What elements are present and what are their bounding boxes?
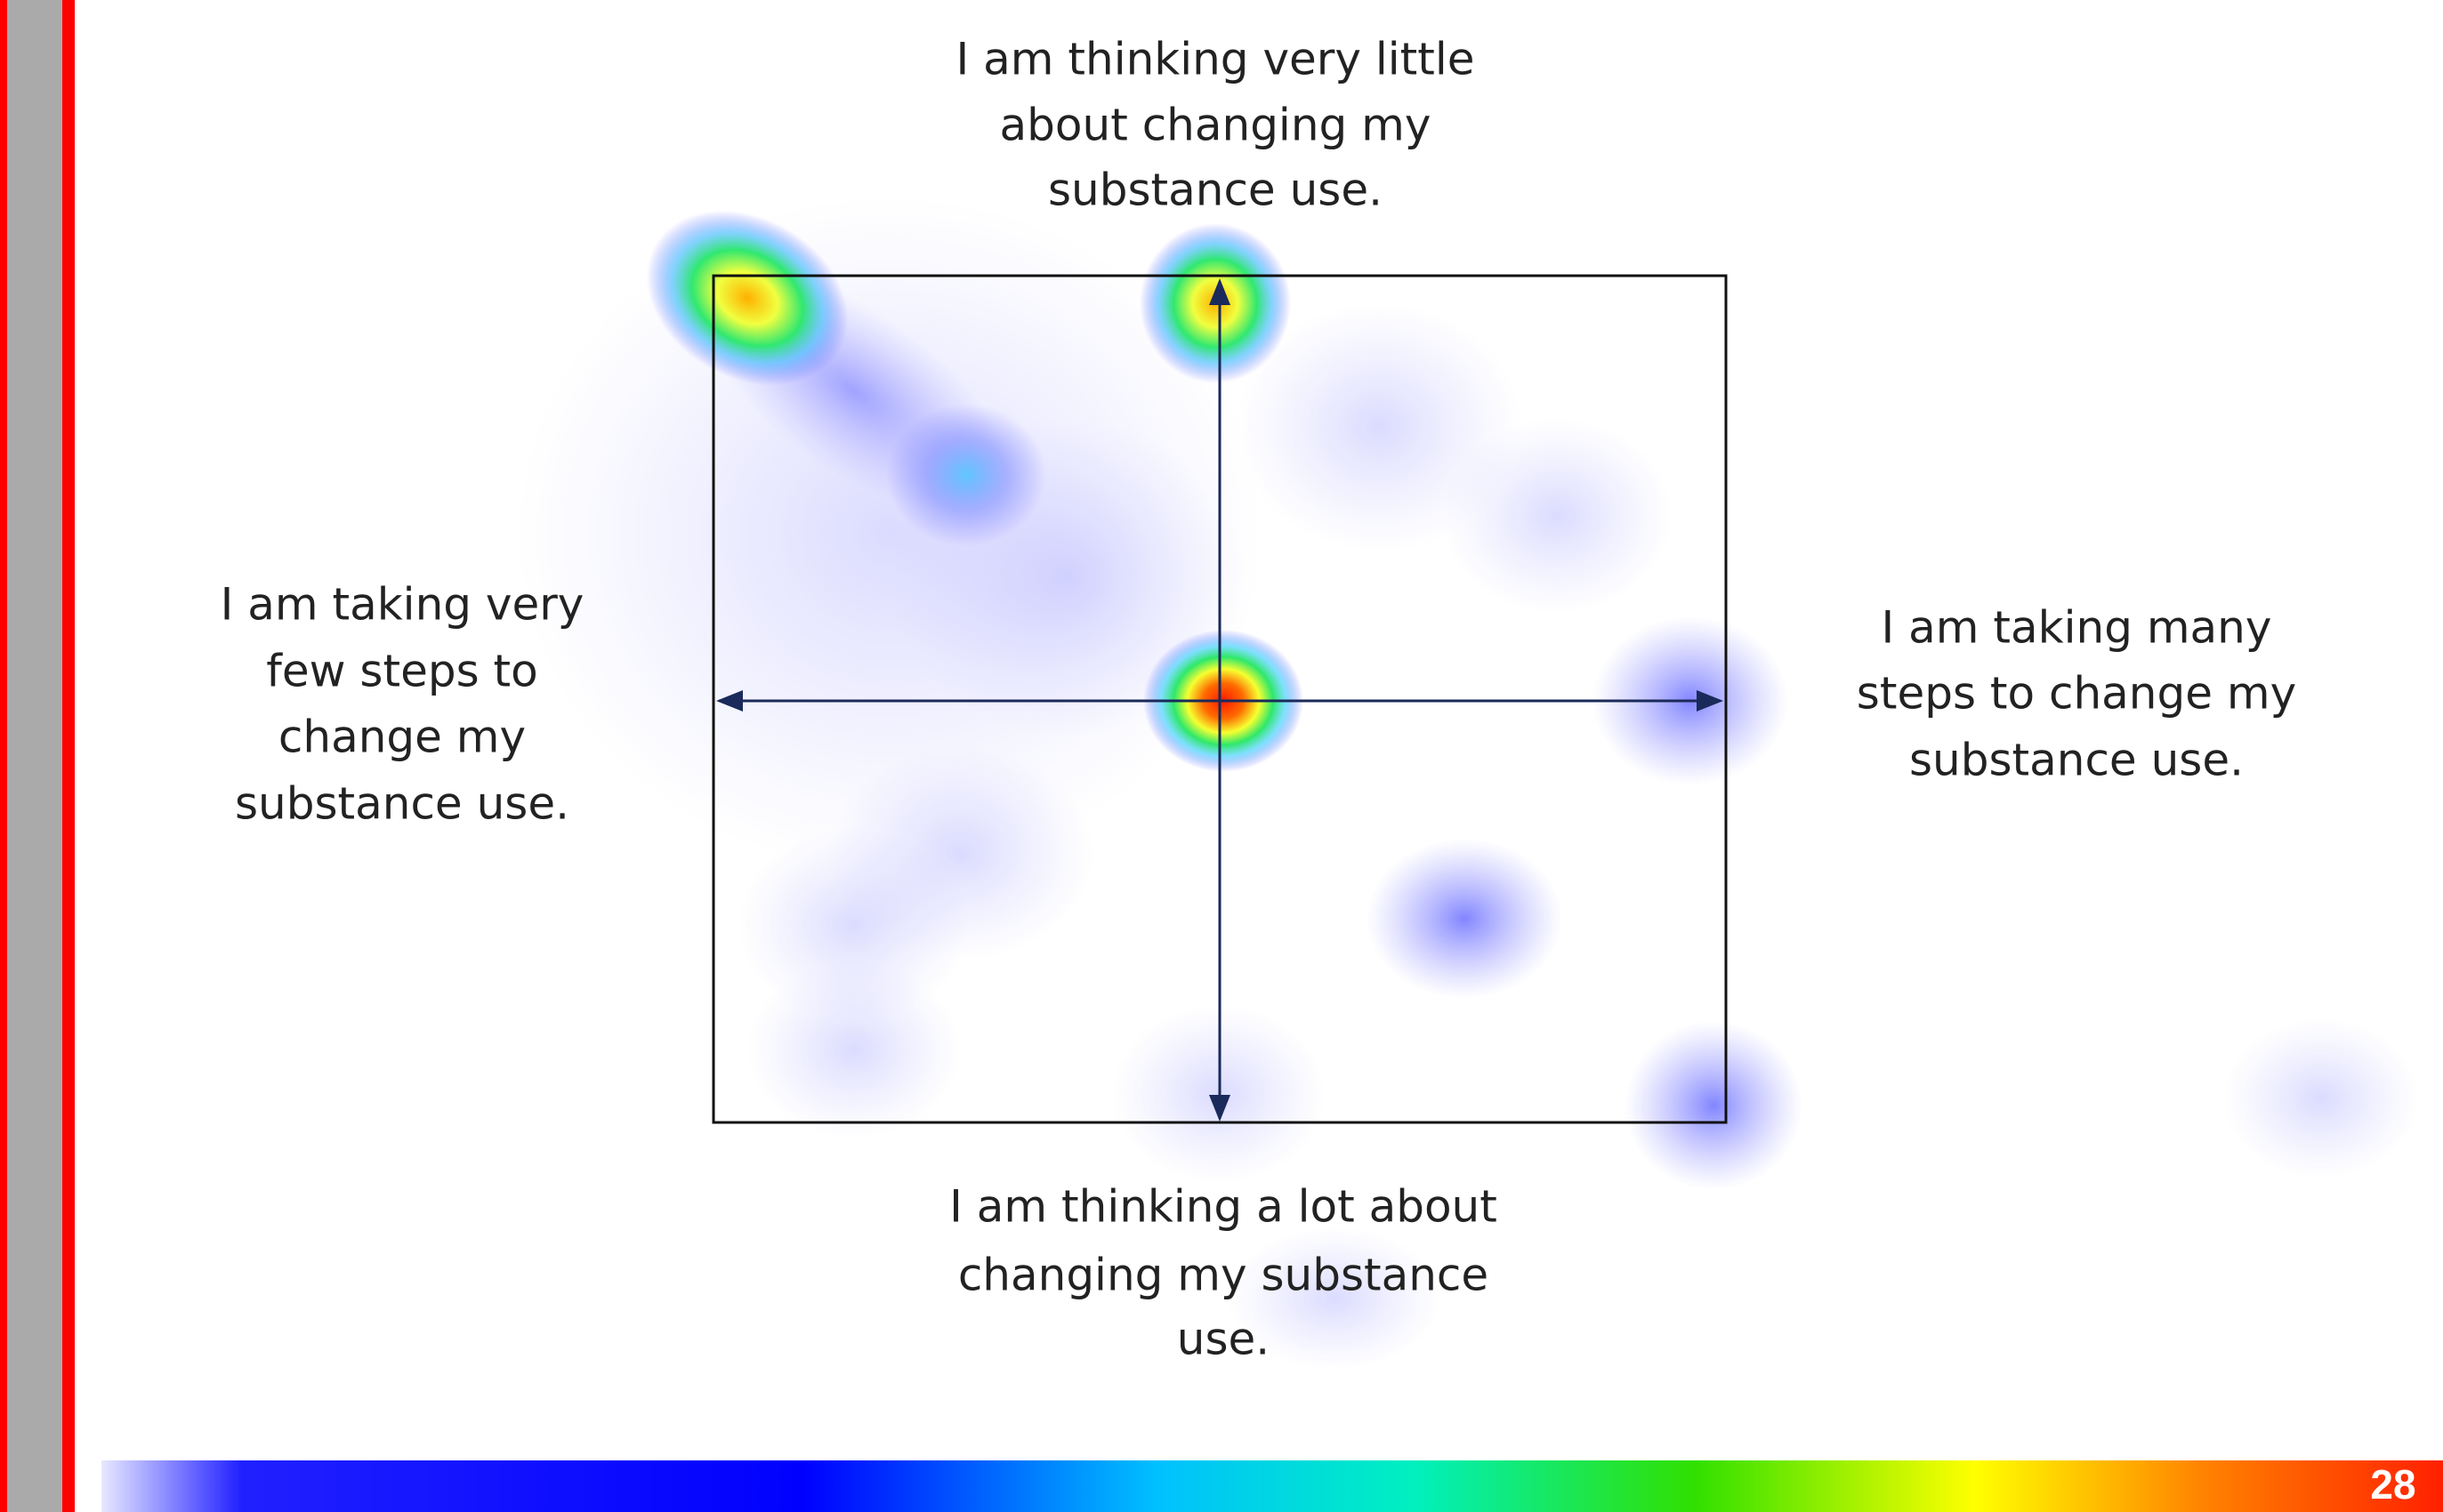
heat-blob <box>1625 1021 1802 1190</box>
label-line: I am thinking a lot about <box>949 1181 1497 1233</box>
edge-strip <box>7 0 62 1512</box>
heat-blob <box>1140 223 1291 383</box>
edge-strip <box>0 0 7 1512</box>
heat-blob <box>738 827 970 1023</box>
page-number: 28 <box>2370 1461 2415 1508</box>
label-line: I am thinking very little <box>956 34 1475 85</box>
label-line: substance use. <box>1909 735 2244 786</box>
heatmap <box>516 196 2419 1370</box>
label-line: few steps to <box>266 646 537 697</box>
heat-blob <box>646 210 849 386</box>
label-line: changing my substance <box>958 1250 1488 1301</box>
label-line: change my <box>278 712 526 763</box>
label-line: use. <box>1177 1314 1270 1365</box>
heat-blob <box>1441 418 1673 614</box>
frame <box>712 274 1728 1124</box>
footer-bar <box>101 1460 2443 1512</box>
label-line: I am taking very <box>221 579 585 631</box>
edge-strip <box>62 0 75 1512</box>
heat-blob <box>1228 1227 1441 1370</box>
heat-blob <box>2223 1018 2419 1178</box>
label-line: about changing my <box>1000 100 1431 151</box>
label-line: substance use. <box>1048 165 1383 216</box>
label-line: steps to change my <box>1857 668 2296 720</box>
heat-blob <box>886 404 1046 546</box>
heat-blob <box>1367 839 1562 999</box>
label-line: substance use. <box>235 778 569 830</box>
heat-blob <box>747 961 961 1138</box>
label-line: I am taking many <box>1882 602 2272 654</box>
